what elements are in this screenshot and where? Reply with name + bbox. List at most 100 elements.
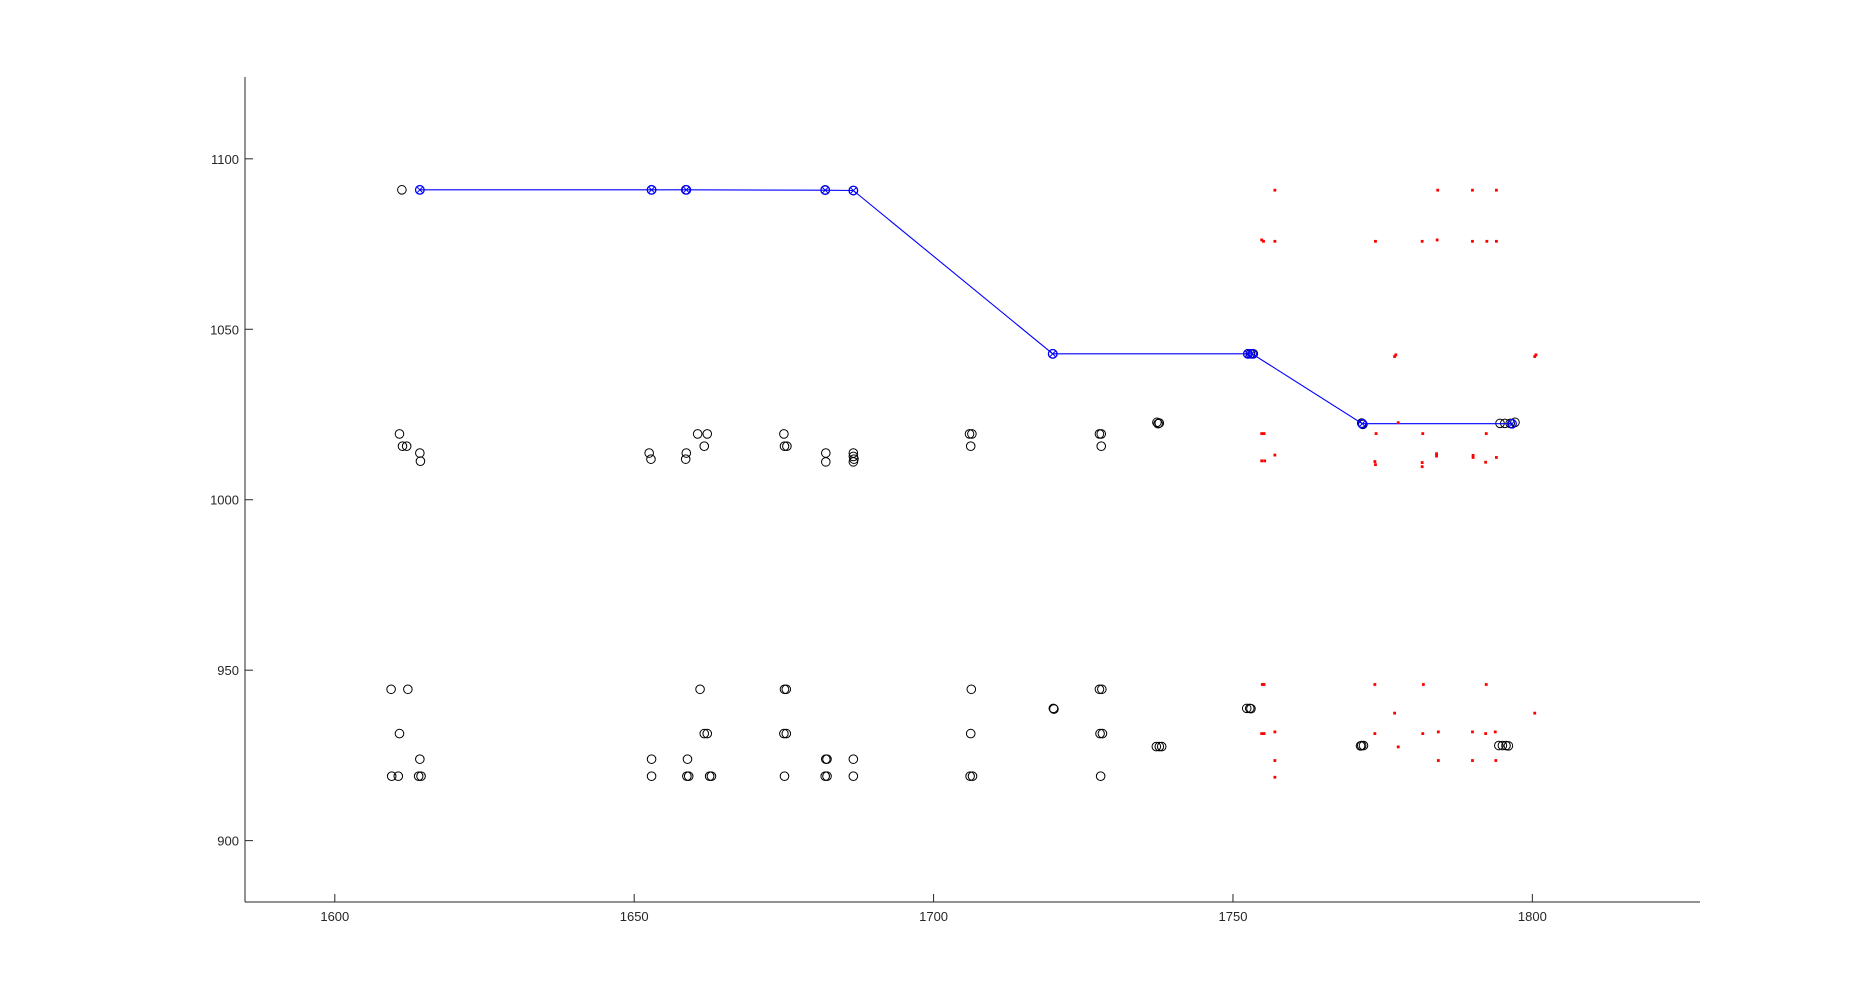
data-point-red-dot: [1393, 355, 1397, 358]
data-point-black-circle: [699, 728, 710, 739]
data-point-blue-circle: [1507, 418, 1517, 429]
data-point-red-dot: [1494, 759, 1498, 762]
data-point-red-dot: [1393, 711, 1397, 715]
data-point-black-circle: [821, 457, 831, 467]
data-point-red-dot: [1373, 683, 1377, 686]
data-point-blue-circle: [681, 184, 692, 195]
data-point-red-dot: [1471, 456, 1475, 459]
data-point-blue-cross: [1049, 350, 1056, 357]
data-point-black-circle: [965, 771, 975, 782]
data-point-red-dot: [1273, 239, 1277, 243]
red-dot-series: [1260, 188, 1538, 779]
data-point-red-dot: [1273, 730, 1277, 734]
data-point-red-dot: [1374, 432, 1378, 435]
data-point-black-circle: [1153, 418, 1163, 429]
data-point-red-dot: [1471, 759, 1474, 762]
axes-layer: [244, 77, 1700, 903]
data-point-red-dot: [1435, 452, 1438, 456]
data-point-blue-cross: [416, 186, 423, 193]
data-point-red-dot: [1260, 238, 1264, 242]
data-point-red-dot: [1484, 460, 1488, 464]
ticks-layer: 1600 1650 1700 1750 1800 900 950 1000 1050 1100: [210, 152, 1547, 924]
data-point-red-dot: [1484, 432, 1488, 435]
data-point-red-dot: [1436, 730, 1440, 734]
data-point-black-circle: [386, 771, 397, 782]
data-point-red-dot: [1534, 353, 1538, 357]
data-point-black-circle: [680, 454, 691, 464]
data-point-black-circle: [779, 441, 790, 452]
data-point-black-circle: [820, 771, 831, 782]
data-point-red-dot: [1420, 465, 1424, 469]
data-point-black-circle: [1154, 418, 1165, 428]
data-point-black-circle: [1096, 429, 1107, 439]
x-tick-label: 1700: [919, 909, 948, 924]
data-point-black-circle: [397, 185, 407, 195]
data-point-red-dot: [1263, 459, 1267, 463]
data-point-red-dot: [1394, 353, 1398, 357]
data-point-black-circle: [1156, 741, 1167, 752]
data-point-black-circle: [965, 441, 976, 452]
data-point-red-dot: [1260, 432, 1264, 435]
data-point-red-dot: [1421, 432, 1425, 435]
data-point-black-circle: [702, 728, 713, 739]
data-point-red-dot: [1484, 683, 1488, 686]
data-point-blue-circle: [1247, 348, 1258, 359]
data-point-blue-cross: [1359, 420, 1366, 427]
data-point-black-circle: [779, 684, 790, 695]
data-point-red-dot: [1373, 460, 1377, 463]
data-point-red-dot: [1260, 459, 1264, 463]
data-point-red-dot: [1485, 239, 1489, 243]
data-point-black-circle: [646, 771, 657, 782]
y-tick-label: 950: [217, 663, 239, 678]
data-point-black-circle: [1503, 741, 1514, 751]
data-point-black-circle: [1094, 429, 1105, 439]
blue-line-series: [414, 184, 1517, 429]
data-point-blue-circle: [1357, 418, 1368, 429]
data-point-black-circle: [966, 684, 977, 695]
data-point-red-dot: [1495, 188, 1498, 192]
data-point-black-circle: [1154, 741, 1165, 752]
data-point-red-dot: [1435, 238, 1439, 242]
data-point-black-circle: [416, 771, 426, 782]
data-point-blue-cross: [648, 186, 655, 193]
data-point-black-circle: [401, 441, 412, 452]
data-point-black-circle: [965, 728, 976, 739]
data-point-black-circle: [781, 684, 792, 695]
data-point-blue-cross: [822, 187, 829, 194]
data-point-black-circle: [1497, 740, 1508, 751]
data-point-black-circle: [849, 454, 859, 464]
data-point-red-dot: [1262, 239, 1265, 243]
data-point-black-circle: [848, 771, 859, 782]
data-point-blue-circle: [1047, 348, 1058, 359]
data-point-red-dot: [1421, 732, 1425, 735]
data-point-red-dot: [1436, 188, 1440, 192]
data-point-black-circle: [1095, 728, 1105, 739]
data-point-black-circle: [967, 429, 977, 439]
data-point-black-circle: [781, 728, 792, 739]
data-point-blue-cross: [683, 186, 690, 193]
data-point-black-circle: [394, 728, 405, 739]
data-point-black-circle: [393, 771, 404, 782]
data-point-red-dot: [1262, 732, 1266, 735]
data-point-blue-circle: [848, 185, 859, 196]
data-point-black-circle: [1096, 441, 1107, 452]
data-point-black-circle: [1246, 703, 1256, 714]
data-point-black-circle: [1097, 728, 1108, 739]
data-point-blue-circle: [414, 184, 425, 195]
data-point-red-dot: [1533, 355, 1537, 358]
data-point-red-dot: [1374, 239, 1377, 243]
data-point-black-circle: [702, 429, 713, 439]
x-tick-label: 1650: [620, 909, 649, 924]
data-point-black-circle: [967, 771, 978, 782]
data-point-black-circle: [964, 429, 975, 439]
data-point-red-dot: [1262, 683, 1266, 686]
data-point-black-circle: [779, 728, 789, 739]
data-point-red-dot: [1493, 730, 1497, 734]
data-point-red-dot: [1471, 188, 1474, 192]
data-point-black-circle: [782, 441, 792, 452]
data-point-red-dot: [1260, 732, 1264, 735]
data-point-red-dot: [1420, 239, 1424, 243]
data-point-red-dot: [1273, 775, 1277, 779]
